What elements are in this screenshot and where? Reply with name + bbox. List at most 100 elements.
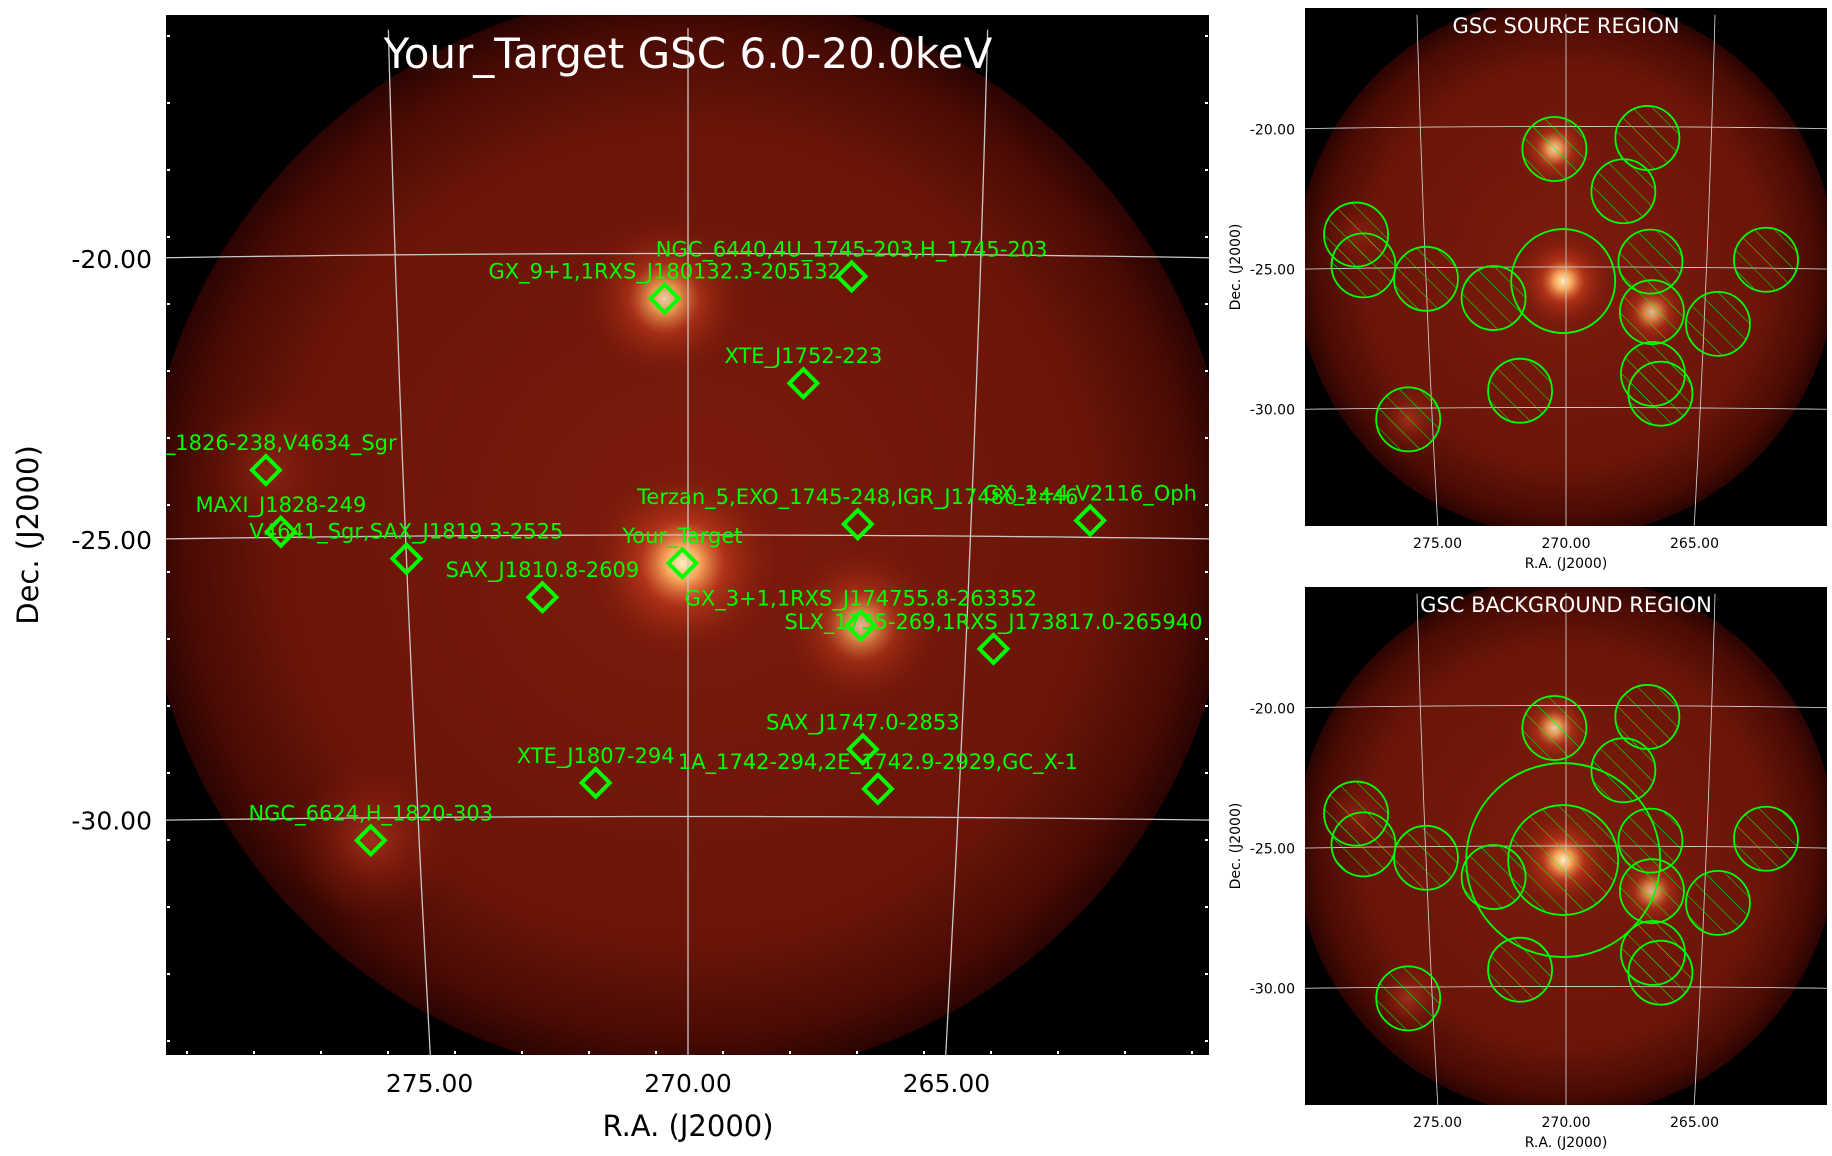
background-region-panel: GSC BACKGROUND REGION 275.00 270.00 265.00… bbox=[1228, 587, 1827, 1151]
main-panel: NGC_6440,4U_1745-203,H_1745-203GX_9+1,1R… bbox=[11, 15, 1209, 1143]
source-marker[interactable] bbox=[665, 546, 700, 580]
source-marker[interactable] bbox=[861, 771, 895, 806]
source-marker[interactable] bbox=[264, 514, 298, 549]
source-marker[interactable] bbox=[578, 766, 613, 800]
excluded-source-circle[interactable] bbox=[1619, 279, 1685, 346]
source-label: SLX_1735-269,1RXS_J173817.0-265940 bbox=[784, 610, 1202, 635]
source-marker[interactable] bbox=[845, 732, 880, 767]
minor-tick bbox=[167, 705, 170, 707]
excluded-source-circle[interactable] bbox=[1733, 226, 1799, 293]
source-marker[interactable] bbox=[840, 507, 875, 541]
excluded-source-circle[interactable] bbox=[1375, 386, 1442, 453]
minor-tick bbox=[167, 303, 170, 305]
excluded-source-circle[interactable] bbox=[1521, 695, 1588, 761]
excluded-source-circle[interactable] bbox=[1590, 158, 1657, 225]
source-title: GSC SOURCE REGION bbox=[1453, 14, 1680, 38]
minor-tick bbox=[1205, 437, 1208, 439]
excluded-source-circle[interactable] bbox=[1460, 844, 1527, 910]
x-tick-label: 265.00 bbox=[1670, 536, 1719, 552]
minor-tick bbox=[1205, 705, 1208, 707]
excluded-source-circle[interactable] bbox=[1330, 811, 1397, 878]
x-tick-label: 270.00 bbox=[1542, 1115, 1591, 1131]
source-marker[interactable] bbox=[353, 823, 388, 858]
source-marker[interactable] bbox=[786, 366, 821, 401]
minor-tick bbox=[1205, 1040, 1208, 1042]
excluded-source-circle[interactable] bbox=[1375, 965, 1442, 1032]
source-marker[interactable] bbox=[834, 259, 869, 294]
source-marker[interactable] bbox=[389, 541, 424, 576]
emission-glow bbox=[290, 760, 451, 921]
source-label: Terzan_5,EXO_1745-248,IGR_J17480-2446 bbox=[636, 485, 1078, 510]
y-tick-label: -30.00 bbox=[71, 807, 152, 836]
excluded-source-circle[interactable] bbox=[1393, 245, 1459, 312]
excluded-source-circle[interactable] bbox=[1590, 737, 1657, 804]
minor-tick bbox=[167, 169, 170, 171]
source-marker[interactable] bbox=[647, 281, 682, 316]
source-marker[interactable] bbox=[843, 608, 878, 643]
main-title: Your_Target GSC 6.0-20.0keV bbox=[383, 29, 993, 78]
source-label: SAX_J1810.8-2609 bbox=[446, 558, 640, 583]
source-region-circles bbox=[1323, 105, 1799, 453]
minor-tick bbox=[167, 638, 170, 640]
source-axes: 275.00 270.00 265.00 -20.00 -25.00 -30.00 bbox=[1250, 122, 1719, 552]
source-label: GX_1+4,V2116_Oph bbox=[983, 481, 1197, 506]
y-tick-label: -25.00 bbox=[1250, 262, 1295, 278]
emission-glow bbox=[587, 468, 778, 659]
minor-tick bbox=[454, 1051, 456, 1054]
minor-tick bbox=[1205, 35, 1208, 37]
excluded-source-circle[interactable] bbox=[1627, 939, 1694, 1006]
minor-tick bbox=[1205, 973, 1208, 975]
minor-tick bbox=[588, 1051, 590, 1054]
x-tick-label: 275.00 bbox=[1413, 1115, 1462, 1131]
minor-tick bbox=[722, 1051, 724, 1054]
main-source-glows bbox=[185, 218, 941, 921]
background-ylabel: Dec. (J2000) bbox=[1228, 803, 1244, 890]
source-label: V4641_Sgr,SAX_J1819.3-2525 bbox=[249, 520, 563, 545]
main-axes: 275.00 270.00 265.00 -20.00 -25.00 -30.00 bbox=[71, 35, 1208, 1098]
minor-tick bbox=[1205, 236, 1208, 238]
excluded-source-circle[interactable] bbox=[1685, 290, 1751, 357]
y-tick-label: -20.00 bbox=[1250, 122, 1295, 138]
emission-glow bbox=[780, 545, 941, 706]
source-marker[interactable] bbox=[249, 453, 283, 487]
excluded-source-circle[interactable] bbox=[1733, 805, 1799, 872]
excluded-source-circle[interactable] bbox=[1627, 360, 1694, 427]
source-label: GX_9+1,1RXS_J180132.3-205132 bbox=[488, 260, 840, 285]
minor-tick bbox=[167, 571, 170, 573]
minor-tick bbox=[655, 1051, 657, 1054]
minor-tick bbox=[167, 772, 170, 774]
minor-tick bbox=[186, 1051, 188, 1054]
excluded-source-circle[interactable] bbox=[1619, 858, 1685, 925]
source-marker[interactable] bbox=[1073, 503, 1107, 538]
source-xlabel: R.A. (J2000) bbox=[1525, 556, 1608, 572]
target-exclusion-circle[interactable] bbox=[1507, 804, 1620, 916]
source-label: GS_1826-238,V4634_Sgr bbox=[135, 431, 397, 456]
minor-tick bbox=[253, 1051, 255, 1054]
background-xlabel: R.A. (J2000) bbox=[1525, 1135, 1608, 1151]
minor-tick bbox=[1205, 571, 1208, 573]
source-label: XTE_J1807-294 bbox=[517, 744, 675, 769]
minor-tick bbox=[167, 370, 170, 372]
source-label: 1A_1742-294,2E_1742.9-2929,GC_X-1 bbox=[678, 750, 1078, 775]
excluded-source-circle[interactable] bbox=[1330, 232, 1397, 299]
minor-tick bbox=[1205, 906, 1208, 908]
excluded-source-circle[interactable] bbox=[1487, 357, 1553, 424]
x-tick-label: 265.00 bbox=[903, 1069, 990, 1098]
ra-gridline bbox=[945, 29, 989, 1055]
excluded-source-circle[interactable] bbox=[1460, 265, 1527, 331]
minor-tick bbox=[167, 1040, 170, 1042]
source-marker[interactable] bbox=[525, 580, 560, 615]
excluded-source-circle[interactable] bbox=[1393, 824, 1459, 891]
excluded-source-circle[interactable] bbox=[1487, 936, 1553, 1003]
source-marker[interactable] bbox=[976, 632, 1011, 666]
ra-gridline bbox=[1693, 593, 1716, 1105]
minor-tick bbox=[1205, 169, 1208, 171]
ra-gridline bbox=[387, 29, 431, 1055]
minor-tick bbox=[923, 1051, 925, 1054]
excluded-source-circle[interactable] bbox=[1521, 116, 1588, 182]
minor-tick bbox=[1191, 1051, 1193, 1054]
minor-tick bbox=[167, 102, 170, 104]
excluded-source-circle[interactable] bbox=[1685, 869, 1751, 936]
minor-tick bbox=[167, 839, 170, 841]
